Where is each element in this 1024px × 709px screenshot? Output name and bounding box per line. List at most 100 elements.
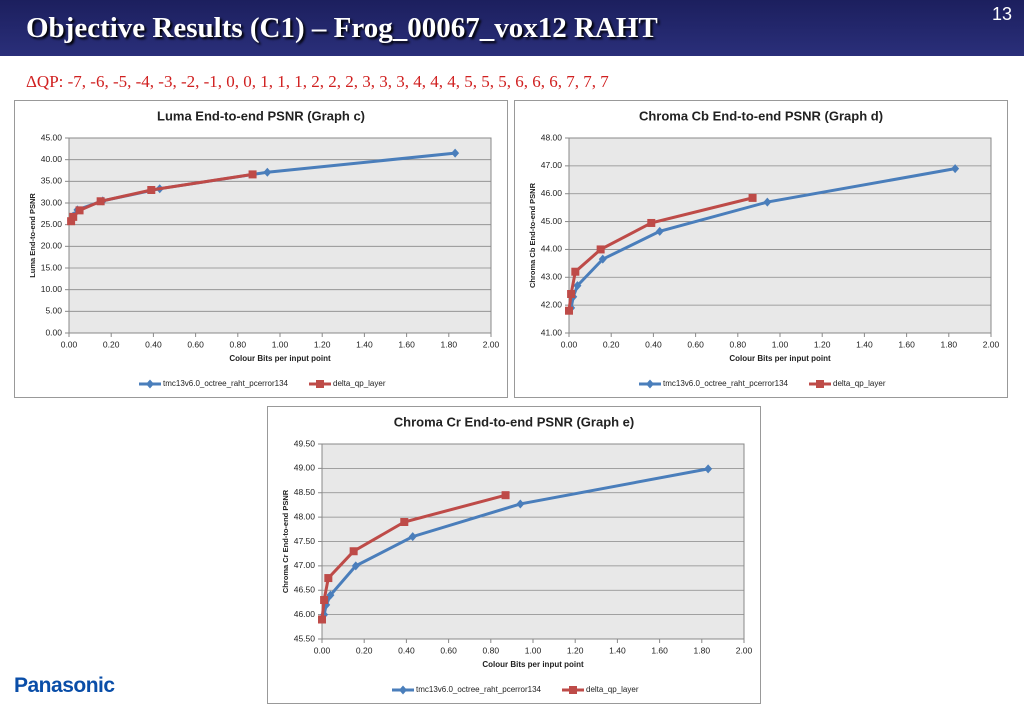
x-tick-label: 0.60 xyxy=(687,339,704,349)
x-axis-label: Colour Bits per input point xyxy=(482,660,584,669)
y-tick-label: 15.00 xyxy=(41,262,63,272)
x-tick-label: 0.40 xyxy=(145,339,162,349)
legend-marker xyxy=(399,685,407,695)
legend-marker xyxy=(146,379,154,389)
x-tick-label: 0.20 xyxy=(103,339,120,349)
x-tick-label: 1.40 xyxy=(609,645,626,655)
data-point xyxy=(351,561,360,571)
data-point xyxy=(320,596,329,604)
x-tick-label: 1.80 xyxy=(694,645,711,655)
y-tick-label: 45.50 xyxy=(294,633,316,643)
y-tick-label: 41.00 xyxy=(541,327,563,337)
data-point xyxy=(326,590,335,600)
data-point xyxy=(349,547,358,556)
x-tick-label: 2.00 xyxy=(736,645,753,655)
x-tick-label: 2.00 xyxy=(983,339,1000,349)
x-axis-label: Colour Bits per input point xyxy=(229,354,331,363)
data-point xyxy=(263,167,272,177)
y-tick-label: 0.00 xyxy=(45,327,62,337)
y-tick-label: 30.00 xyxy=(41,197,63,207)
data-point xyxy=(655,226,664,236)
chart: Chroma Cr End-to-end PSNR (Graph e) 45.50… xyxy=(267,406,761,704)
x-tick-label: 0.80 xyxy=(730,339,747,349)
x-tick-label: 0.00 xyxy=(61,339,78,349)
y-tick-label: 43.00 xyxy=(541,272,563,282)
y-tick-label: 46.00 xyxy=(541,188,563,198)
plot-area xyxy=(68,137,492,334)
legend-marker xyxy=(316,380,324,388)
x-tick-label: 1.60 xyxy=(651,645,668,655)
x-tick-label: 2.00 xyxy=(483,339,500,349)
x-tick-label: 0.60 xyxy=(187,339,204,349)
y-tick-label: 46.50 xyxy=(294,585,316,595)
y-tick-label: 48.50 xyxy=(294,487,316,497)
legend-label: delta_qp_layer xyxy=(586,685,639,694)
y-tick-label: 49.00 xyxy=(294,463,316,473)
y-tick-label: 48.00 xyxy=(294,511,316,521)
qp-text: ΔQP: -7, -6, -5, -4, -3, -2, -1, 0, 0, 1… xyxy=(26,72,609,91)
x-tick-label: 0.60 xyxy=(440,645,457,655)
data-point xyxy=(69,212,78,221)
y-tick-label: 46.00 xyxy=(294,609,316,619)
y-axis-label: Chroma Cr End-to-end PSNR xyxy=(281,489,290,593)
chart-title: Chroma Cb End-to-end PSNR (Graph d) xyxy=(639,108,883,123)
legend-label: delta_qp_layer xyxy=(833,379,886,388)
y-tick-label: 25.00 xyxy=(41,219,63,229)
data-point xyxy=(704,464,713,474)
x-tick-label: 0.80 xyxy=(483,645,500,655)
y-tick-label: 47.50 xyxy=(294,536,316,546)
y-tick-label: 10.00 xyxy=(41,284,63,294)
x-tick-label: 1.20 xyxy=(314,339,331,349)
data-point xyxy=(951,164,960,174)
x-tick-label: 0.40 xyxy=(398,645,415,655)
data-point xyxy=(324,574,333,583)
header-bar xyxy=(0,0,1024,56)
y-tick-label: 49.50 xyxy=(294,438,316,448)
x-tick-label: 1.60 xyxy=(398,339,415,349)
x-tick-label: 1.80 xyxy=(441,339,458,349)
data-point xyxy=(567,290,576,298)
plot-area xyxy=(568,137,992,334)
y-tick-label: 45.00 xyxy=(541,216,563,226)
y-tick-label: 40.00 xyxy=(41,154,63,164)
data-point xyxy=(573,281,582,291)
y-tick-label: 47.00 xyxy=(294,560,316,570)
data-point xyxy=(248,170,257,179)
y-tick-label: 5.00 xyxy=(45,306,62,316)
data-point xyxy=(147,186,156,194)
slide-title: Objective Results (C1) – Frog_00067_vox1… xyxy=(26,12,658,44)
chart: Chroma Cb End-to-end PSNR (Graph d) 41.00… xyxy=(514,100,1008,398)
x-tick-label: 0.20 xyxy=(356,645,373,655)
x-tick-label: 1.20 xyxy=(567,645,584,655)
data-point xyxy=(647,218,656,227)
data-point xyxy=(400,518,409,526)
data-point xyxy=(451,148,460,158)
x-tick-label: 0.20 xyxy=(603,339,620,349)
data-point xyxy=(598,254,607,264)
x-tick-label: 0.00 xyxy=(314,645,331,655)
legend-label: tmc13v6.0_octree_raht_pcerror134 xyxy=(663,379,789,388)
x-tick-label: 0.00 xyxy=(561,339,578,349)
data-point xyxy=(516,499,525,509)
y-tick-label: 44.00 xyxy=(541,244,563,254)
legend-label: delta_qp_layer xyxy=(333,379,386,388)
data-point xyxy=(501,491,510,500)
legend-marker xyxy=(569,686,577,694)
data-point xyxy=(408,532,417,542)
y-tick-label: 48.00 xyxy=(541,132,563,142)
x-axis-label: Colour Bits per input point xyxy=(729,354,831,363)
chart-title: Chroma Cr End-to-end PSNR (Graph e) xyxy=(394,414,635,429)
x-tick-label: 0.80 xyxy=(230,339,247,349)
data-point xyxy=(596,245,605,254)
page-number: 13 xyxy=(991,4,1012,24)
data-point xyxy=(748,193,757,202)
chart: Luma End-to-end PSNR (Graph c) 0.00 5.00 10… xyxy=(14,100,508,398)
data-point xyxy=(75,206,84,215)
x-tick-label: 1.40 xyxy=(856,339,873,349)
x-tick-label: 1.40 xyxy=(356,339,373,349)
data-point xyxy=(318,615,326,624)
chart-title: Luma End-to-end PSNR (Graph c) xyxy=(157,108,365,123)
x-tick-label: 1.00 xyxy=(772,339,789,349)
